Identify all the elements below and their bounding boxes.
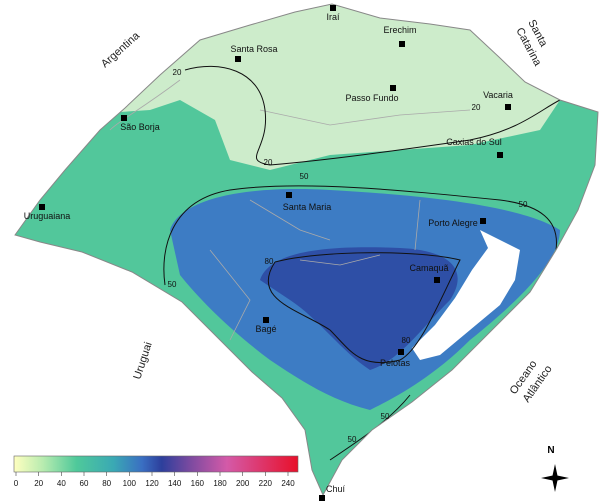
colorbar-tick-label: 180 [213,479,227,488]
city-marker [330,5,336,11]
compass-label: N [547,445,554,456]
city-marker [39,204,45,210]
city-marker [235,56,241,62]
city-marker [121,115,127,121]
city-label: Bagé [255,324,276,334]
city-label: Passo Fundo [345,93,398,103]
contour-label: 20 [264,158,273,167]
region-label: Uruguai [131,341,154,381]
city-marker [398,349,404,355]
city-label: São Borja [120,122,160,132]
colorbar-tick-label: 200 [236,479,250,488]
contour-label: 80 [402,336,411,345]
city-marker [434,277,440,283]
contour-label: 20 [472,103,481,112]
colorbar-tick-label: 0 [14,479,19,488]
contour-label: 50 [381,412,390,421]
city-label: Uruguaiana [24,211,71,221]
region-label: Argentina [99,29,143,70]
city-marker [480,218,486,224]
contour-label: 50 [300,172,309,181]
city-marker [263,317,269,323]
contour-label: 20 [173,68,182,77]
compass-rose [541,464,569,492]
contour-label: 50 [519,200,528,209]
colorbar-tick-label: 240 [281,479,295,488]
colorbar-tick-label: 80 [102,479,111,488]
city-label: Santa Rosa [230,44,277,54]
city-label: Pelotas [380,358,411,368]
city-label: Vacaria [483,90,513,100]
contour-label: 50 [348,435,357,444]
city-marker [390,85,396,91]
city-marker [399,41,405,47]
colorbar-tick-label: 40 [57,479,66,488]
city-label: Camaquã [409,263,448,273]
colorbar-tick-label: 60 [80,479,89,488]
city-marker [319,495,325,501]
compass: N [541,445,569,492]
colorbar-tick-label: 100 [123,479,137,488]
colorbar [13,455,299,473]
contour-label: 80 [265,257,274,266]
city-label: Santa Maria [283,202,332,212]
colorbar-tick-label: 20 [34,479,43,488]
city-label: Caxias do Sul [446,137,502,147]
city-marker [286,192,292,198]
contour-label: 50 [168,280,177,289]
colorbar-tick-label: 160 [191,479,205,488]
city-label: Iraí [326,12,340,22]
city-label: Erechim [383,25,416,35]
city-marker [505,104,511,110]
city-label: Porto Alegre [428,218,478,228]
city-label: Chuí [326,484,346,494]
colorbar-tick-label: 140 [168,479,182,488]
city-marker [497,152,503,158]
colorbar-tick-label: 120 [145,479,159,488]
colorbar-tick-label: 220 [259,479,273,488]
